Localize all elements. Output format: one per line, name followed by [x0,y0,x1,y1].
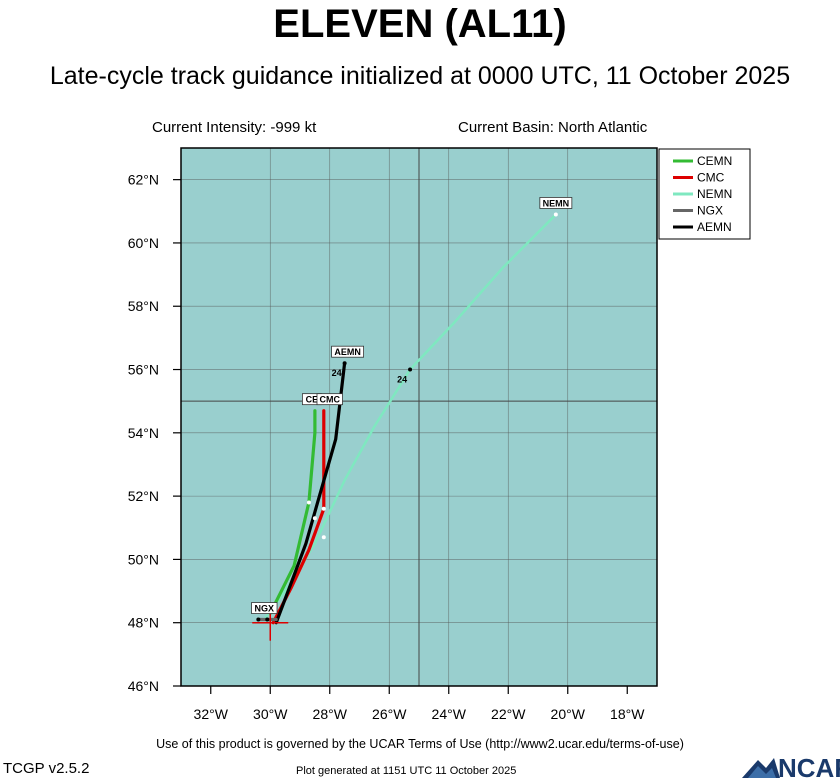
ncar-logo-icon [742,758,780,778]
version-label: TCGP v2.5.2 [3,760,90,777]
track-end-tags: NEMN CE CMC AEMN NGX [251,197,573,614]
y-tick-label: 58°N [128,298,159,314]
track-markers: 24 24 [252,212,558,641]
x-tick-label: 28°W [313,706,348,722]
legend-label-nemn: NEMN [697,187,732,201]
track-tag-ngx: NGX [255,604,275,614]
forecast-hour-label: 24 [332,368,342,378]
y-tick-label: 56°N [128,362,159,378]
y-tick-label: 46°N [128,678,159,694]
track-point-nemn [553,212,558,217]
map-frame [180,147,658,687]
track-tag-nemn: NEMN [543,198,570,208]
x-tick-label: 20°W [551,706,586,722]
track-tag-box [331,345,365,358]
storm-title: ELEVEN (AL11) [273,2,567,46]
track-point-cemn [306,500,311,505]
y-tick-label: 60°N [128,235,159,251]
track-point-cmc [321,506,326,511]
terms-of-use[interactable]: Use of this product is governed by the U… [156,737,684,751]
y-tick-label: 50°N [128,551,159,567]
track-point-aemn [312,516,317,521]
track-tag-box [251,602,278,614]
plot-generated-time: Plot generated at 1151 UTC 11 October 20… [296,765,517,777]
x-tick-label: 26°W [372,706,407,722]
track-point-nemn [321,535,326,540]
track-tag-aemn: AEMN [334,347,361,357]
x-tick-label: 30°W [253,706,288,722]
track-point-ngx [256,617,261,622]
y-tick-label: 48°N [128,615,159,631]
track-tag-cemn: CE [306,395,319,405]
track-tag-cmc: CMC [320,395,341,405]
legend-label-cmc: CMC [697,171,725,185]
ncar-logo: NCAR [742,753,840,780]
guidance-subtitle: Late-cycle track guidance initialized at… [49,62,791,90]
track-aemn [274,361,347,625]
track-point-ngx [265,617,270,622]
track-tag-box [316,393,343,406]
axis-ticks: 32°W 30°W 28°W 26°W 24°W 22°W 20°W 18°W 46°N 48°N… [128,172,646,722]
track-tag-box [539,197,573,209]
legend-label-aemn: AEMN [697,220,732,234]
track-point-nemn [408,367,413,372]
x-tick-label: 22°W [491,706,526,722]
ncar-logo-text: NCAR [778,753,840,780]
legend-label-ngx: NGX [697,204,723,218]
map-gridlines [181,148,657,686]
current-basin: Current Basin: North Atlantic [458,119,648,136]
track-point-aemn [342,361,347,366]
x-tick-label: 24°W [432,706,467,722]
forecast-hour-label: 24 [397,375,407,385]
x-tick-label: 32°W [194,706,229,722]
legend: CEMN CMC NEMN NGX AEMN [658,148,751,240]
y-tick-label: 52°N [128,488,159,504]
legend-label-cemn: CEMN [697,154,732,168]
x-tick-label: 18°W [610,706,645,722]
current-intensity: Current Intensity: -999 kt [152,119,317,136]
y-tick-label: 62°N [128,172,159,188]
y-tick-label: 54°N [128,425,159,441]
